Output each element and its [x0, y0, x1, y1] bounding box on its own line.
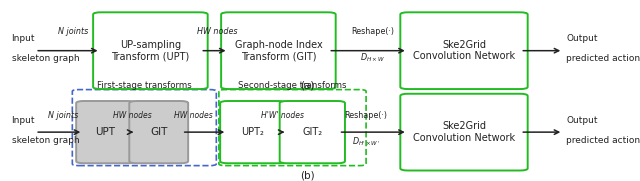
FancyBboxPatch shape	[93, 12, 207, 89]
Text: UPT: UPT	[95, 127, 116, 137]
Text: $D_{H\times W}$: $D_{H\times W}$	[360, 52, 385, 64]
Text: Output: Output	[566, 34, 598, 43]
Text: Input: Input	[12, 34, 35, 43]
Text: GIT: GIT	[150, 127, 168, 137]
Text: HW nodes: HW nodes	[197, 27, 238, 36]
Text: GIT₂: GIT₂	[302, 127, 323, 137]
Text: HW nodes: HW nodes	[174, 111, 212, 120]
Text: Reshape(·): Reshape(·)	[351, 27, 394, 36]
Text: H'W' nodes: H'W' nodes	[261, 111, 305, 120]
Text: Second-stage transforms: Second-stage transforms	[238, 81, 347, 90]
FancyBboxPatch shape	[401, 12, 527, 89]
Text: N joints: N joints	[58, 27, 89, 36]
Text: (a): (a)	[300, 81, 314, 91]
Text: Ske2Grid
Convolution Network: Ske2Grid Convolution Network	[413, 40, 515, 62]
Text: UPT₂: UPT₂	[241, 127, 264, 137]
Text: HW nodes: HW nodes	[113, 111, 152, 120]
FancyBboxPatch shape	[280, 101, 345, 163]
Text: Reshape(·): Reshape(·)	[344, 111, 388, 120]
Text: (b): (b)	[300, 171, 314, 181]
FancyBboxPatch shape	[221, 12, 335, 89]
Text: Graph-node Index
Transform (GIT): Graph-node Index Transform (GIT)	[234, 40, 323, 62]
FancyBboxPatch shape	[401, 94, 527, 171]
Text: UP-sampling
Transform (UPT): UP-sampling Transform (UPT)	[111, 40, 189, 62]
Text: $D_{H'\times W'}$: $D_{H'\times W'}$	[352, 136, 380, 148]
Text: First-stage transforms: First-stage transforms	[97, 81, 192, 90]
Text: predicted action: predicted action	[566, 136, 640, 145]
Text: skeleton graph: skeleton graph	[12, 136, 79, 145]
Text: Output: Output	[566, 116, 598, 125]
Text: skeleton graph: skeleton graph	[12, 54, 79, 63]
Text: predicted action: predicted action	[566, 54, 640, 63]
Text: N joints: N joints	[47, 111, 78, 120]
FancyBboxPatch shape	[129, 101, 188, 163]
Text: Ske2Grid
Convolution Network: Ske2Grid Convolution Network	[413, 121, 515, 143]
FancyBboxPatch shape	[220, 101, 285, 163]
FancyBboxPatch shape	[76, 101, 135, 163]
Text: Input: Input	[12, 116, 35, 125]
